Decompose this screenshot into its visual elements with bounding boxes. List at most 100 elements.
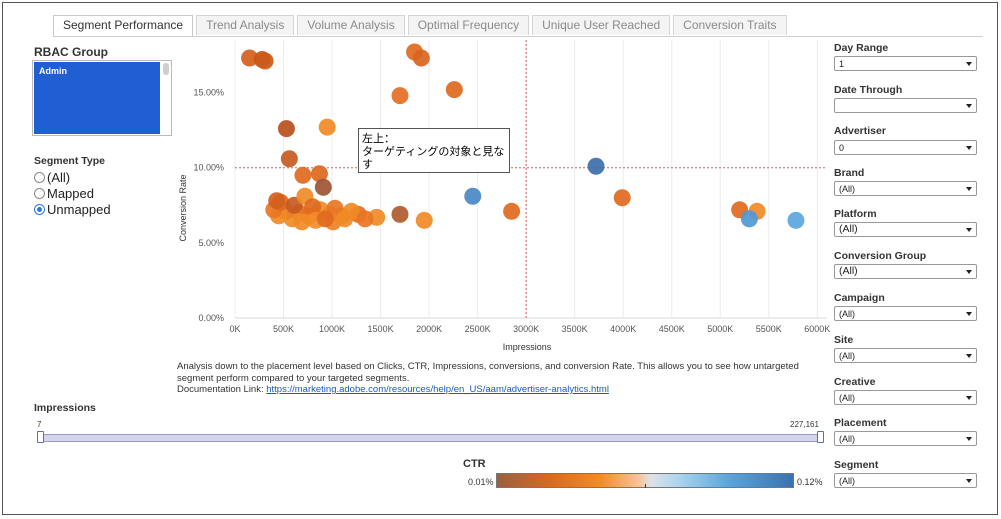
placement-dropdown[interactable]: (All) — [834, 431, 977, 446]
y-tick-label: 0.00% — [198, 313, 224, 323]
radio-circle-icon[interactable] — [34, 188, 45, 199]
scatter-point[interactable] — [356, 210, 374, 228]
x-axis-label: Impressions — [503, 342, 552, 352]
brand-dropdown[interactable]: (All) — [834, 181, 977, 196]
impressions-label: Impressions — [34, 402, 96, 414]
tab-optimal-frequency[interactable]: Optimal Frequency — [407, 15, 530, 35]
x-tick-label: 3000K — [513, 324, 539, 334]
dropdown-value: 0 — [839, 143, 845, 153]
date-through-dropdown[interactable] — [834, 98, 977, 113]
segment-dropdown[interactable]: (All) — [834, 473, 977, 488]
documentation-link[interactable]: https://marketing.adobe.com/resources/he… — [266, 384, 609, 395]
scatter-point[interactable] — [256, 52, 274, 70]
impressions-max-handle[interactable] — [817, 431, 824, 443]
scatter-point[interactable] — [587, 157, 605, 175]
x-tick-label: 5000K — [707, 324, 733, 334]
conversion-group-dropdown[interactable]: (All) — [834, 264, 977, 279]
chevron-down-icon — [966, 187, 972, 191]
campaign-dropdown[interactable]: (All) — [834, 306, 977, 321]
scatter-point[interactable] — [310, 165, 328, 183]
x-tick-label: 1000K — [319, 324, 345, 334]
x-tick-label: 5500K — [756, 324, 782, 334]
y-axis-ticks: 0.00% 5.00% 10.00% 15.00% — [193, 88, 224, 323]
rbac-item-admin[interactable]: Admin — [34, 62, 160, 134]
scatter-point[interactable] — [268, 192, 286, 210]
scatter-point[interactable] — [613, 189, 631, 207]
radio-selected-icon[interactable] — [34, 204, 45, 215]
scatter-point[interactable] — [464, 187, 482, 205]
scatter-point[interactable] — [445, 81, 463, 99]
x-tick-label: 500K — [273, 324, 294, 334]
scatter-point[interactable] — [412, 49, 430, 67]
filter-label-placement: Placement — [834, 417, 887, 429]
scatter-point[interactable] — [294, 166, 312, 184]
ctr-legend-min: 0.01% — [468, 477, 494, 487]
y-tick-label: 10.00% — [193, 163, 224, 173]
site-dropdown[interactable]: (All) — [834, 348, 977, 363]
description-text: Analysis down to the placement level bas… — [177, 361, 799, 384]
scatter-point[interactable] — [740, 210, 758, 228]
chevron-down-icon — [966, 354, 972, 358]
rbac-group-listbox[interactable]: Admin — [32, 60, 172, 136]
platform-dropdown[interactable]: (All) — [834, 222, 977, 237]
ctr-legend-title: CTR — [463, 458, 486, 470]
chevron-down-icon — [966, 396, 972, 400]
scatter-point[interactable] — [787, 211, 805, 229]
tab-segment-performance[interactable]: Segment Performance — [53, 15, 194, 37]
x-tick-label: 4500K — [659, 324, 685, 334]
scatter-point[interactable] — [336, 210, 354, 228]
x-tick-label: 3500K — [562, 324, 588, 334]
scatter-point[interactable] — [314, 178, 332, 196]
radio-label: Unmapped — [47, 202, 111, 217]
dropdown-value: (All) — [839, 351, 855, 361]
chevron-down-icon — [966, 312, 972, 316]
scatter-point[interactable] — [293, 213, 311, 231]
scatter-point[interactable] — [316, 210, 334, 228]
radio-label: (All) — [47, 170, 71, 185]
filter-label-conversion-group: Conversion Group — [834, 250, 927, 262]
segment-type-label: Segment Type — [34, 155, 105, 167]
scatter-point[interactable] — [415, 211, 433, 229]
radio-option-mapped[interactable]: Mapped — [34, 186, 94, 201]
radio-circle-icon[interactable] — [34, 172, 45, 183]
radio-option-all[interactable]: (All) — [34, 170, 70, 185]
dropdown-value: 1 — [839, 59, 845, 69]
x-tick-label: 1500K — [368, 324, 394, 334]
y-axis-label: Conversion Rate — [178, 174, 188, 241]
tab-unique-user-reached[interactable]: Unique User Reached — [532, 15, 671, 35]
impressions-range-track[interactable] — [40, 434, 822, 442]
advertiser-dropdown[interactable]: 0 — [834, 140, 977, 155]
dropdown-value: (All) — [839, 223, 858, 235]
tab-volume-analysis[interactable]: Volume Analysis — [297, 15, 405, 35]
annotation-line-1: 左上： — [362, 133, 395, 145]
day-range-dropdown[interactable]: 1 — [834, 56, 977, 71]
scatter-point[interactable] — [503, 202, 521, 220]
scatter-point[interactable] — [277, 120, 295, 138]
impressions-max-value: 227,161 — [790, 420, 819, 429]
scatter-point[interactable] — [391, 87, 409, 105]
filter-label-segment: Segment — [834, 459, 879, 471]
radio-option-unmapped[interactable]: Unmapped — [34, 202, 111, 217]
scatter-point[interactable] — [318, 118, 336, 136]
filter-label-campaign: Campaign — [834, 292, 885, 304]
chevron-down-icon — [966, 104, 972, 108]
scatter-point[interactable] — [304, 198, 322, 216]
ctr-legend-max: 0.12% — [797, 477, 823, 487]
tab-divider — [53, 36, 983, 37]
impressions-min-handle[interactable] — [37, 431, 44, 443]
chart-grid — [234, 40, 827, 319]
scatter-point[interactable] — [241, 49, 259, 67]
filter-label-brand: Brand — [834, 167, 865, 179]
tab-trend-analysis[interactable]: Trend Analysis — [196, 15, 295, 35]
tab-conversion-traits[interactable]: Conversion Traits — [673, 15, 787, 35]
quadrant-annotation: 左上： ターゲティングの対象と見なす — [358, 128, 510, 173]
scatter-point[interactable] — [280, 150, 298, 168]
dropdown-value: (All) — [839, 434, 855, 444]
dropdown-value: (All) — [839, 393, 855, 403]
dropdown-value: (All) — [839, 265, 858, 277]
x-tick-label: 2000K — [416, 324, 442, 334]
rbac-scrollbar[interactable] — [163, 63, 169, 75]
tab-bar: Segment Performance Trend Analysis Volum… — [53, 15, 790, 37]
scatter-point[interactable] — [391, 205, 409, 223]
creative-dropdown[interactable]: (All) — [834, 390, 977, 405]
